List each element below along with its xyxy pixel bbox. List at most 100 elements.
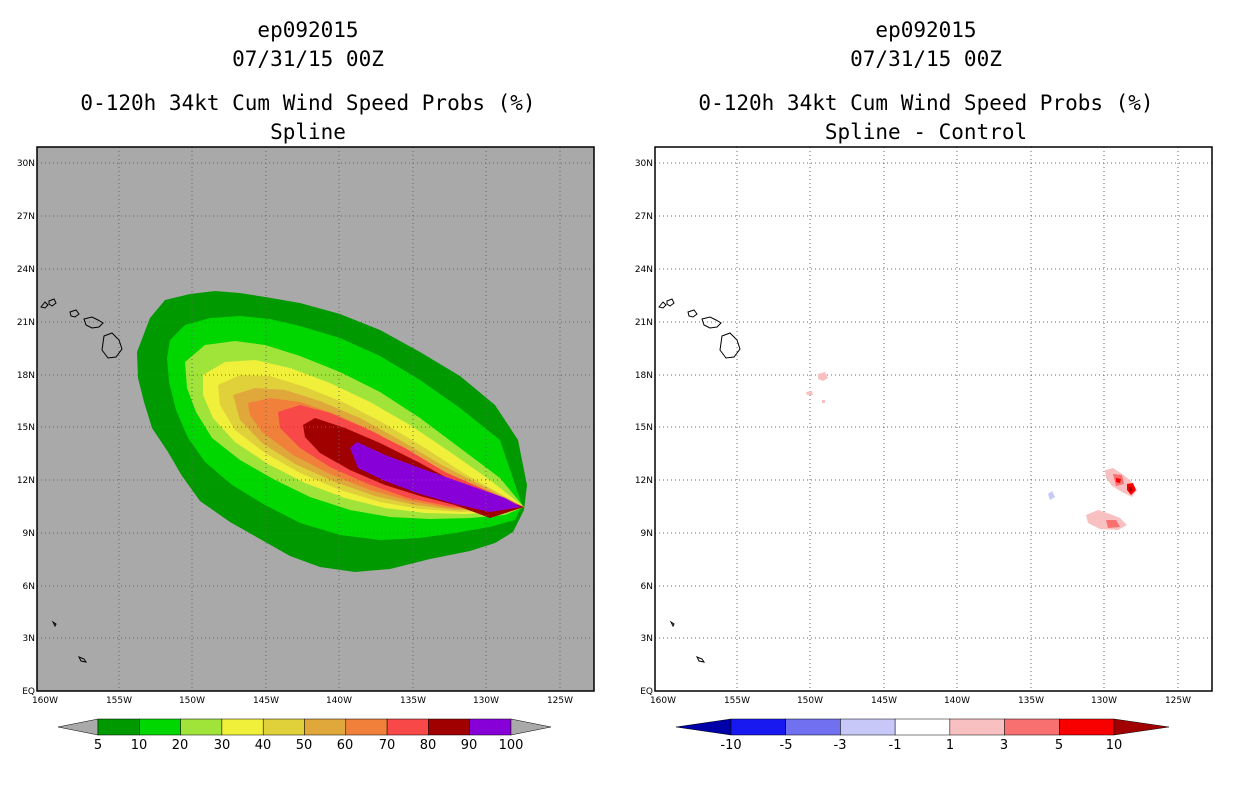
colorbar-swatch — [180, 718, 223, 736]
lon-label: 140W — [326, 696, 352, 706]
colorbar-label: 10 — [1106, 738, 1123, 753]
colorbar-swatch — [386, 718, 429, 736]
atoll-island — [77, 656, 88, 663]
kauai-island — [658, 301, 667, 309]
lon-label: 125W — [1165, 696, 1191, 706]
lat-label: 24N — [635, 265, 653, 275]
colorbar-under-arrow — [57, 718, 99, 736]
colorbar-label: 30 — [214, 738, 231, 753]
diff-patch-5 — [1116, 478, 1121, 483]
lon-label: 130W — [473, 696, 499, 706]
kauai-island — [40, 301, 49, 309]
colorbar-swatch — [894, 718, 951, 736]
left-map-frame — [36, 146, 595, 692]
lat-label: 9N — [641, 529, 653, 539]
colorbar-label: -5 — [780, 738, 793, 753]
maui-island — [701, 316, 722, 329]
lat-label: 18N — [17, 371, 35, 381]
colorbar-swatch — [139, 718, 181, 736]
right-panel-title: 0-120h 34kt Cum Wind Speed Probs (%) Spl… — [626, 89, 1226, 147]
colorbar-label: 10 — [131, 738, 148, 753]
diff-patch-10 — [1129, 487, 1132, 491]
right-lat-labels: 30N 27N 24N 21N 18N 15N 12N 9N 6N 3N EQ — [635, 159, 653, 697]
lon-label: 155W — [724, 696, 750, 706]
lon-label: 155W — [106, 696, 132, 706]
left-product: 0-120h 34kt Cum Wind Speed Probs (%) — [80, 91, 536, 115]
colorbar-label: 3 — [1000, 738, 1008, 753]
colorbar-label: 20 — [172, 738, 189, 753]
atoll-island — [669, 620, 675, 628]
colorbar-label: 70 — [379, 738, 396, 753]
right-lon-labels: 160W 155W 150W 145W 140W 135W 130W 125W — [650, 696, 1191, 706]
right-map: 30N 27N 24N 21N 18N 15N 12N 9N 6N 3N EQ … — [635, 146, 1213, 706]
colorbar-swatch — [840, 718, 896, 736]
colorbar-label: 100 — [499, 738, 524, 753]
right-datetime: 07/31/15 00Z — [850, 47, 1002, 71]
lat-label: 12N — [635, 476, 653, 486]
lon-label: 150W — [179, 696, 205, 706]
right-colorbar: -10 -5 -3 -1 1 3 5 10 — [675, 718, 1170, 753]
left-panel-title: 0-120h 34kt Cum Wind Speed Probs (%) Spl… — [8, 89, 608, 147]
lon-label: 150W — [797, 696, 823, 706]
colorbar-label: -1 — [889, 738, 902, 753]
lat-label: 6N — [23, 582, 35, 592]
difference-contours — [806, 372, 1137, 530]
colorbar-label: 1 — [946, 738, 954, 753]
lat-label: 30N — [635, 159, 653, 169]
left-gridlines — [37, 147, 594, 691]
right-storm-id: ep092015 — [875, 18, 977, 42]
colorbar-swatch — [1004, 718, 1060, 736]
left-subtitle: Spline — [270, 120, 346, 144]
colorbar-swatch — [469, 718, 512, 736]
colorbar-swatch — [97, 718, 140, 736]
atoll-island — [695, 656, 706, 663]
lon-label: 130W — [1091, 696, 1117, 706]
lat-label: EQ — [22, 687, 35, 697]
probability-contours — [137, 291, 527, 572]
diff-patch-positive — [806, 391, 813, 395]
big-island — [101, 332, 123, 359]
colorbar-over-arrow — [510, 718, 552, 736]
colorbar-swatch — [304, 718, 347, 736]
colorbar-label: 5 — [94, 738, 102, 753]
lat-label: 15N — [635, 423, 653, 433]
colorbar-label: 5 — [1055, 738, 1063, 753]
colorbar-over-arrow — [1113, 718, 1170, 736]
lat-label: 21N — [17, 318, 35, 328]
lon-label: 125W — [547, 696, 573, 706]
colorbar-swatch — [1059, 718, 1115, 736]
right-map-frame — [654, 146, 1213, 692]
right-hawaii-islands — [658, 298, 741, 663]
lat-label: 15N — [17, 423, 35, 433]
left-colorbar: 5 10 20 30 40 50 60 70 80 90 100 — [57, 718, 552, 753]
colorbar-swatch — [221, 718, 264, 736]
right-gridlines — [655, 147, 1212, 691]
diff-patch-positive — [822, 400, 825, 403]
diff-patch-3 — [1106, 520, 1120, 528]
lat-label: 12N — [17, 476, 35, 486]
lon-label: 135W — [1018, 696, 1044, 706]
colorbar-label: 50 — [296, 738, 313, 753]
lon-label: 160W — [650, 696, 676, 706]
colorbar-label: 90 — [461, 738, 478, 753]
left-panel-header: ep092015 07/31/15 00Z — [8, 16, 608, 74]
kauai-island — [48, 298, 57, 307]
oahu-island — [687, 309, 698, 318]
colorbar-swatch — [428, 718, 470, 736]
lat-label: 27N — [17, 212, 35, 222]
colorbar-label: -10 — [720, 738, 741, 753]
lon-label: 140W — [944, 696, 970, 706]
lon-label: 160W — [32, 696, 58, 706]
left-storm-id: ep092015 — [257, 18, 359, 42]
left-map: 30N 27N 24N 21N 18N 15N 12N 9N 6N 3N EQ … — [17, 146, 595, 706]
lat-label: 9N — [23, 529, 35, 539]
maui-island — [83, 316, 104, 329]
right-panel-header: ep092015 07/31/15 00Z — [626, 16, 1226, 74]
lat-label: 30N — [17, 159, 35, 169]
colorbar-label: 60 — [337, 738, 354, 753]
diff-patch-positive — [818, 372, 828, 381]
colorbar-label: 80 — [420, 738, 437, 753]
lat-label: 3N — [641, 634, 653, 644]
lon-label: 145W — [253, 696, 279, 706]
